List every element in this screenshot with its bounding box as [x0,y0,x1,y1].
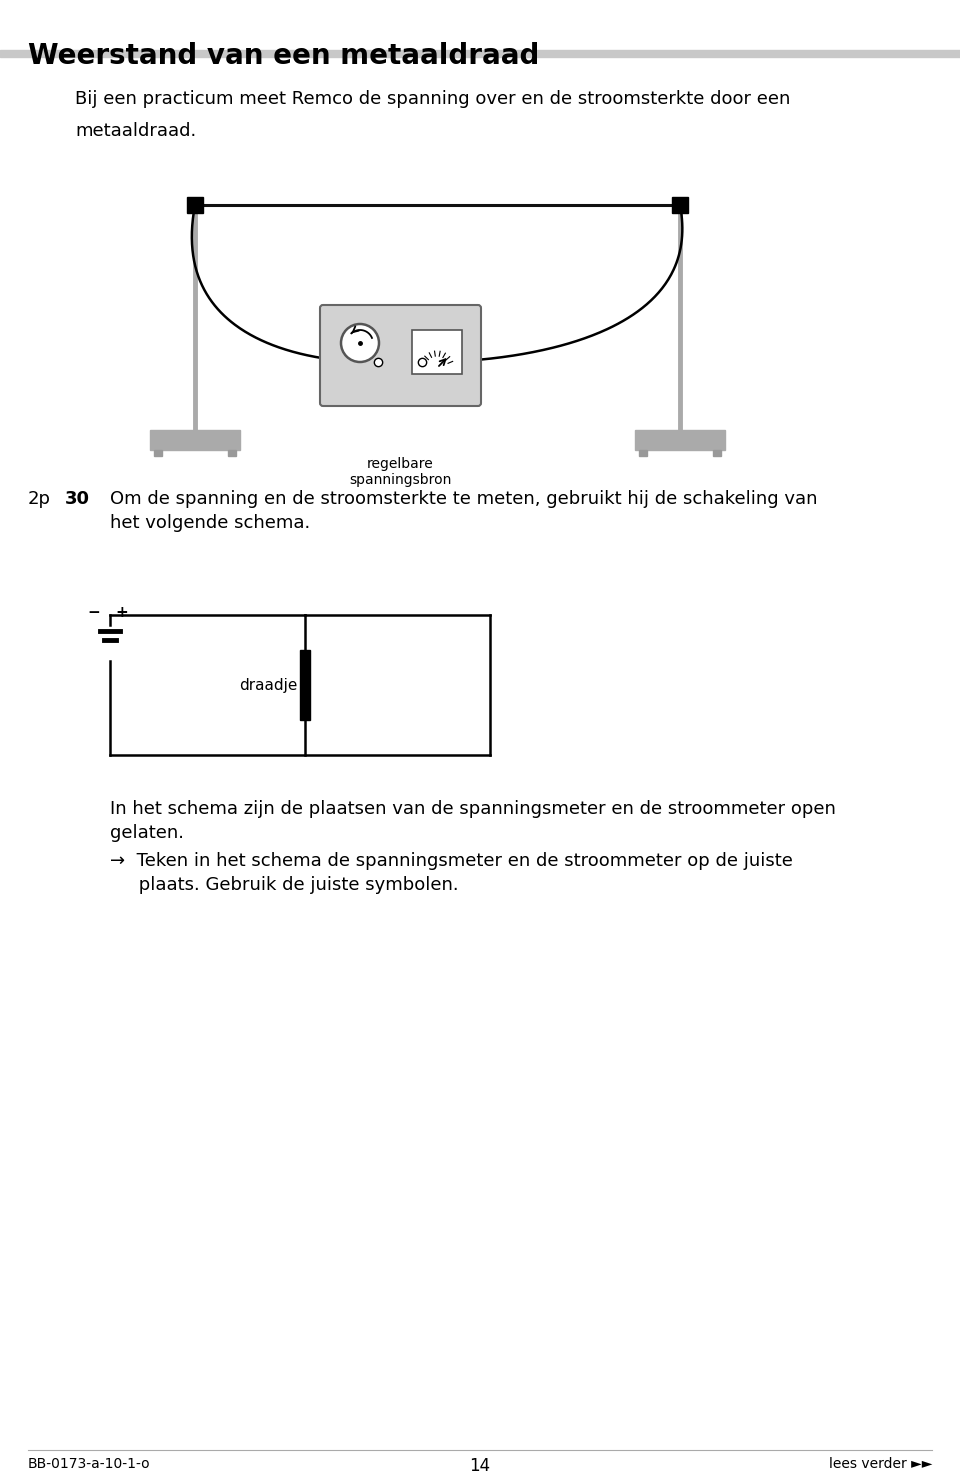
Text: 14: 14 [469,1456,491,1474]
Bar [150,430,240,450]
Bar [228,450,236,455]
Text: 30: 30 [65,489,90,509]
Text: Om de spanning en de stroomsterkte te meten, gebruikt hij de schakeling van: Om de spanning en de stroomsterkte te me… [110,489,818,509]
Text: plaats. Gebruik de juiste symbolen.: plaats. Gebruik de juiste symbolen. [110,876,459,895]
Text: aan: aan [384,329,403,339]
FancyBboxPatch shape [320,305,481,405]
Text: draadje: draadje [239,678,297,693]
Text: Bij een practicum meet Remco de spanning over en de stroomsterkte door een: Bij een practicum meet Remco de spanning… [75,90,790,108]
Text: In het schema zijn de plaatsen van de spanningsmeter en de stroommeter open: In het schema zijn de plaatsen van de sp… [110,800,836,818]
Text: →  Teken in het schema de spanningsmeter en de stroommeter op de juiste: → Teken in het schema de spanningsmeter … [110,852,793,870]
Text: +: + [115,604,128,621]
Text: het volgende schema.: het volgende schema. [110,514,310,532]
Bar [412,330,462,374]
Bar [635,430,725,450]
Text: −: − [87,604,100,621]
Text: uit: uit [384,343,397,352]
Bar [672,198,688,214]
Text: 2p: 2p [28,489,51,509]
Bar [300,650,310,719]
Text: metaaldraad.: metaaldraad. [75,122,196,140]
Bar [0,50,960,57]
Circle shape [341,324,379,363]
Text: lees verder ►►: lees verder ►► [828,1456,932,1471]
Text: Weerstand van een metaaldraad: Weerstand van een metaaldraad [28,41,540,69]
Text: +: + [418,349,426,360]
Bar [713,450,721,455]
Bar [154,450,162,455]
Text: −: − [373,349,383,360]
Bar [639,450,647,455]
Text: gelaten.: gelaten. [110,824,184,842]
Bar [187,198,203,214]
Text: regelbare
spanningsbron: regelbare spanningsbron [348,457,451,488]
Text: BB-0173-a-10-1-o: BB-0173-a-10-1-o [28,1456,151,1471]
